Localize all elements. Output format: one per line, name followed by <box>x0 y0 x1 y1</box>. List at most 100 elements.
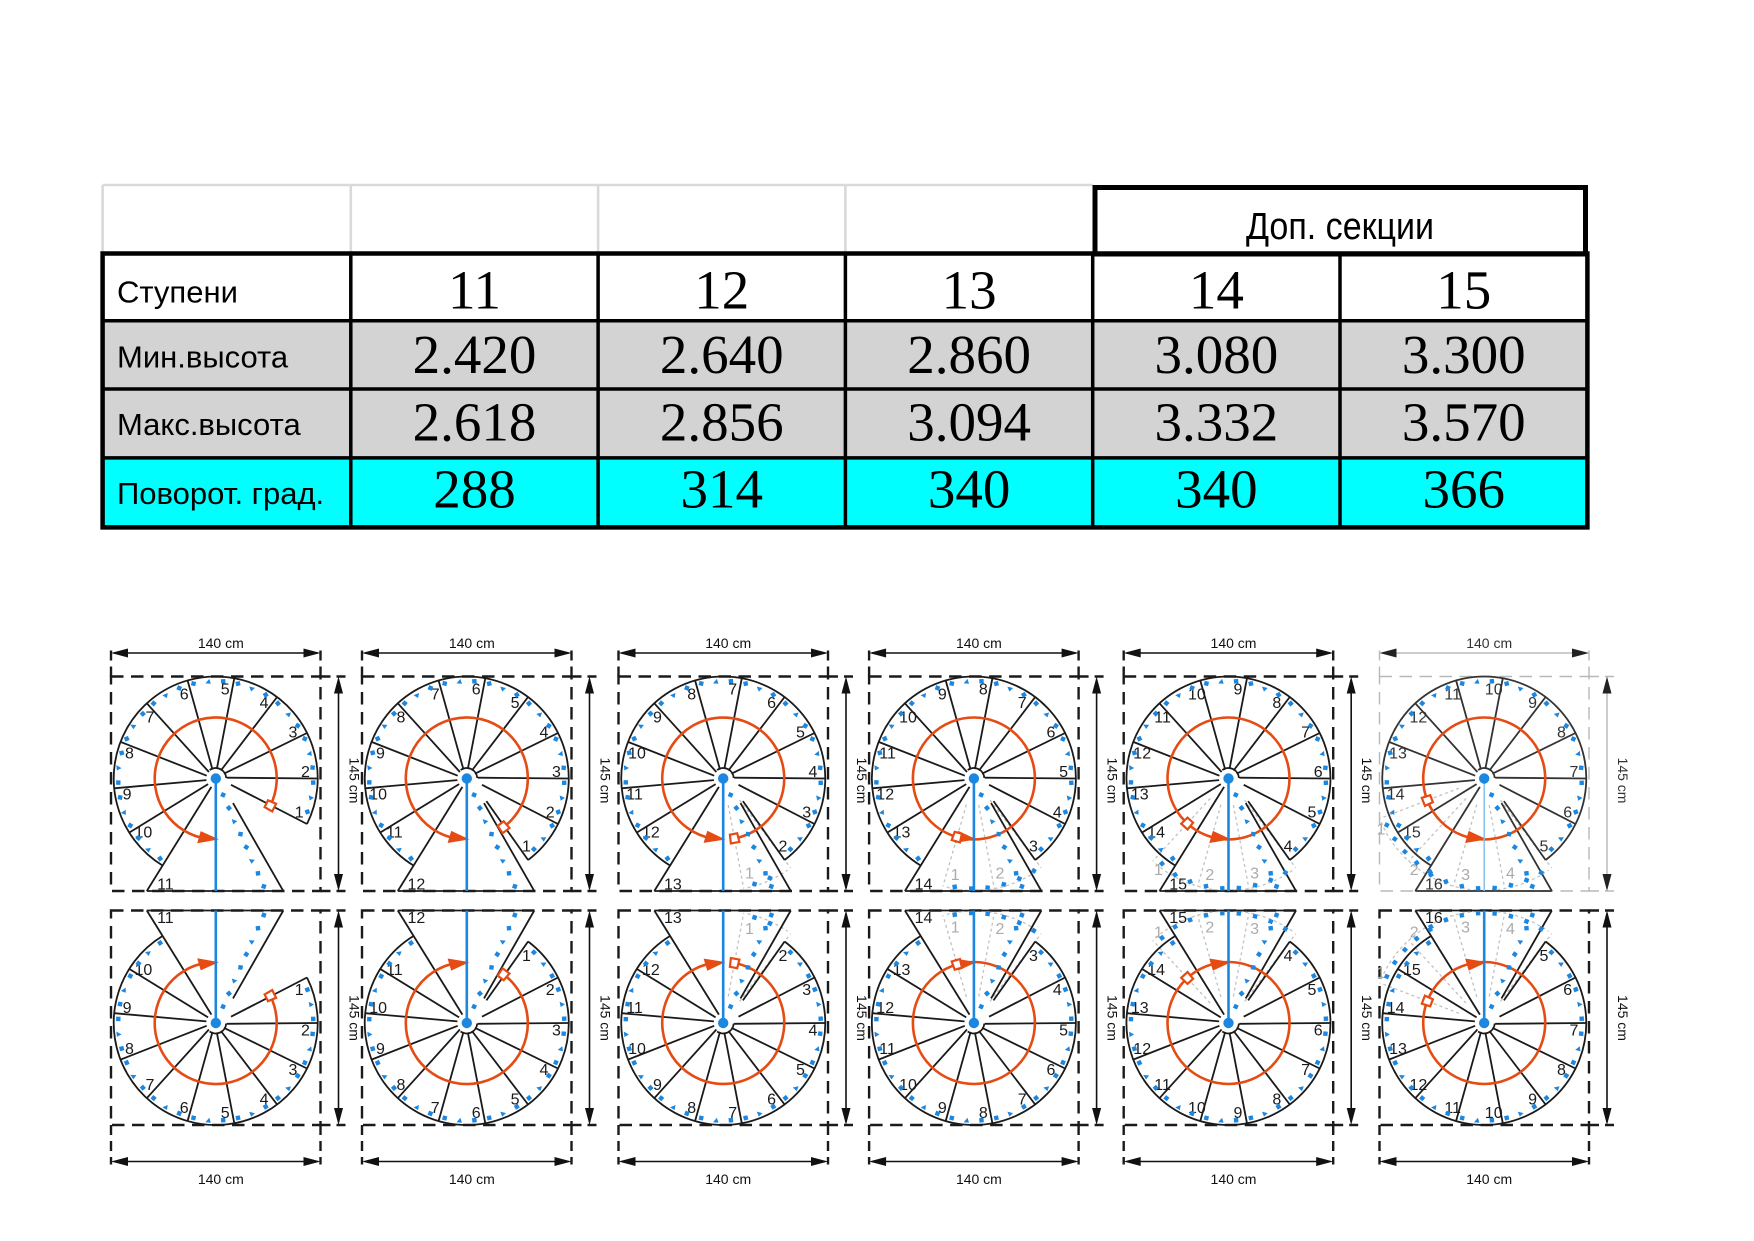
svg-text:12: 12 <box>1410 1077 1428 1094</box>
svg-text:14: 14 <box>1387 1000 1405 1017</box>
svg-text:145 cm: 145 cm <box>1105 758 1121 804</box>
svg-text:12: 12 <box>408 877 426 894</box>
svg-text:11: 11 <box>157 877 174 894</box>
svg-text:12: 12 <box>1133 745 1151 762</box>
svg-text:145 cm: 145 cm <box>1105 995 1121 1041</box>
svg-text:11: 11 <box>626 1000 643 1017</box>
svg-text:9: 9 <box>123 1000 132 1017</box>
svg-text:2: 2 <box>1205 867 1214 884</box>
svg-text:12: 12 <box>876 787 894 804</box>
svg-text:6: 6 <box>767 1091 776 1108</box>
svg-text:1: 1 <box>745 865 754 882</box>
svg-text:15: 15 <box>1169 910 1187 927</box>
svg-text:9: 9 <box>938 687 947 704</box>
svg-text:10: 10 <box>369 1000 387 1017</box>
svg-text:9: 9 <box>938 1100 947 1117</box>
svg-text:140 cm: 140 cm <box>198 1171 244 1187</box>
svg-text:4: 4 <box>260 1091 269 1108</box>
svg-text:3: 3 <box>1250 865 1259 882</box>
svg-text:145 cm: 145 cm <box>1359 758 1375 804</box>
svg-text:13: 13 <box>1389 1041 1407 1058</box>
svg-text:4: 4 <box>539 725 548 742</box>
svg-text:3: 3 <box>1250 921 1259 938</box>
svg-text:2: 2 <box>996 921 1005 938</box>
svg-text:7: 7 <box>728 1105 737 1122</box>
svg-text:10: 10 <box>628 1041 646 1058</box>
svg-text:9: 9 <box>1233 682 1242 699</box>
svg-text:140 cm: 140 cm <box>705 1171 751 1187</box>
svg-text:3: 3 <box>288 1062 297 1079</box>
svg-text:4: 4 <box>1506 921 1515 938</box>
svg-text:16: 16 <box>1425 910 1443 927</box>
svg-text:7: 7 <box>1018 695 1027 712</box>
svg-text:8: 8 <box>979 1105 988 1122</box>
svg-text:13: 13 <box>1389 745 1407 762</box>
svg-text:7: 7 <box>1570 1023 1579 1040</box>
svg-text:6: 6 <box>1563 982 1572 999</box>
svg-text:11: 11 <box>448 260 501 321</box>
svg-text:340: 340 <box>928 458 1011 519</box>
svg-text:5: 5 <box>221 682 230 699</box>
svg-text:8: 8 <box>979 682 988 699</box>
svg-text:14: 14 <box>1387 787 1405 804</box>
svg-text:2.860: 2.860 <box>907 324 1031 385</box>
svg-text:140 cm: 140 cm <box>449 635 495 651</box>
svg-text:5: 5 <box>1307 982 1316 999</box>
svg-text:366: 366 <box>1422 458 1505 519</box>
svg-text:9: 9 <box>1233 1105 1242 1122</box>
svg-text:4: 4 <box>1284 948 1293 965</box>
svg-text:1: 1 <box>1154 862 1163 879</box>
svg-text:3: 3 <box>552 1023 561 1040</box>
svg-text:6: 6 <box>472 682 481 699</box>
svg-text:7: 7 <box>1301 725 1310 742</box>
svg-text:1: 1 <box>522 838 531 855</box>
svg-text:145 cm: 145 cm <box>1615 758 1631 804</box>
svg-text:3.300: 3.300 <box>1402 324 1526 385</box>
svg-text:140 cm: 140 cm <box>198 635 244 651</box>
svg-text:11: 11 <box>386 962 403 979</box>
svg-text:2: 2 <box>301 1023 310 1040</box>
svg-text:9: 9 <box>1528 695 1537 712</box>
svg-text:4: 4 <box>1053 805 1062 822</box>
svg-text:6: 6 <box>1563 805 1572 822</box>
svg-text:7: 7 <box>1301 1062 1310 1079</box>
svg-text:4: 4 <box>1284 838 1293 855</box>
svg-text:12: 12 <box>876 1000 894 1017</box>
svg-text:4: 4 <box>809 1023 818 1040</box>
svg-text:15: 15 <box>1169 877 1187 894</box>
svg-text:2: 2 <box>1410 862 1419 879</box>
svg-text:13: 13 <box>942 260 997 321</box>
svg-text:2: 2 <box>1410 924 1419 941</box>
svg-text:8: 8 <box>396 710 405 727</box>
svg-text:1: 1 <box>951 867 960 884</box>
svg-text:1: 1 <box>1376 821 1385 838</box>
svg-text:8: 8 <box>396 1077 405 1094</box>
svg-text:140 cm: 140 cm <box>1466 1171 1512 1187</box>
svg-text:8: 8 <box>125 1041 134 1058</box>
svg-text:5: 5 <box>1059 764 1068 781</box>
svg-text:140 cm: 140 cm <box>1211 1171 1257 1187</box>
svg-text:145 cm: 145 cm <box>347 995 363 1041</box>
svg-text:6: 6 <box>767 695 776 712</box>
svg-text:Мин.высота: Мин.высота <box>117 339 289 374</box>
svg-text:7: 7 <box>1018 1091 1027 1108</box>
svg-text:8: 8 <box>687 1100 696 1117</box>
svg-text:16: 16 <box>1425 877 1443 894</box>
svg-text:5: 5 <box>796 725 805 742</box>
svg-text:140 cm: 140 cm <box>1211 635 1257 651</box>
svg-text:145 cm: 145 cm <box>598 758 614 804</box>
svg-text:2: 2 <box>546 805 555 822</box>
svg-text:6: 6 <box>1314 1023 1323 1040</box>
svg-text:11: 11 <box>1444 687 1461 704</box>
svg-text:10: 10 <box>1485 1105 1503 1122</box>
svg-text:140 cm: 140 cm <box>705 635 751 651</box>
svg-text:11: 11 <box>879 1041 896 1058</box>
svg-text:Ступени: Ступени <box>117 274 238 309</box>
svg-text:13: 13 <box>664 877 682 894</box>
svg-text:2.420: 2.420 <box>413 324 537 385</box>
svg-text:10: 10 <box>369 787 387 804</box>
svg-text:9: 9 <box>653 1077 662 1094</box>
svg-text:8: 8 <box>1272 1091 1281 1108</box>
svg-text:6: 6 <box>472 1105 481 1122</box>
svg-text:1: 1 <box>951 919 960 936</box>
